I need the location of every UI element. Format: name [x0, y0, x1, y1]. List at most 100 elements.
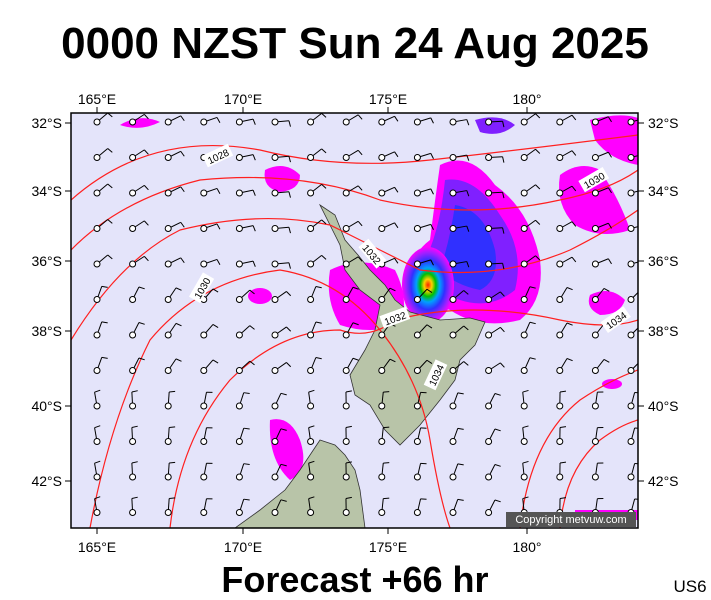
isobar-label-box	[202, 143, 234, 168]
station	[93, 189, 101, 197]
barb-flag	[169, 390, 176, 393]
barb-flag	[252, 225, 256, 232]
barb-flag	[94, 460, 101, 464]
station	[235, 438, 243, 445]
station	[342, 118, 350, 126]
station	[485, 225, 493, 232]
barb-flag	[345, 496, 352, 499]
station	[485, 473, 493, 481]
station	[591, 296, 599, 303]
station	[449, 118, 457, 126]
station	[129, 260, 137, 268]
station	[413, 225, 421, 232]
station	[378, 118, 386, 126]
lat-label: 36°S	[31, 253, 62, 269]
barb-flag	[430, 153, 434, 159]
station	[378, 189, 386, 197]
station	[129, 225, 137, 232]
barb-flag	[288, 191, 291, 198]
barb-flag	[394, 116, 399, 122]
barb-flag	[138, 286, 145, 290]
station	[271, 225, 279, 232]
station	[520, 296, 528, 303]
station	[449, 473, 457, 481]
station	[129, 402, 137, 410]
barb-flag	[603, 288, 610, 292]
station	[164, 189, 172, 197]
lat-label: 36°S	[648, 253, 679, 269]
station	[449, 509, 457, 516]
barb-flag	[243, 392, 250, 395]
barb-flag	[457, 498, 464, 501]
barb-flag	[180, 186, 185, 193]
station	[271, 189, 279, 197]
barb-flag	[430, 259, 434, 266]
barb-flag	[94, 496, 101, 500]
barb-flag	[571, 150, 577, 156]
station	[93, 402, 101, 410]
barb-flag	[288, 262, 291, 269]
station	[164, 438, 172, 445]
barb-flag	[566, 287, 573, 291]
station	[200, 260, 208, 268]
barb-flag	[212, 288, 219, 293]
barb-flag	[502, 192, 505, 199]
barb-flag	[645, 154, 648, 159]
station	[307, 367, 315, 374]
station	[342, 438, 350, 445]
barb-flag	[216, 188, 221, 194]
station	[520, 473, 528, 481]
barb-flag	[559, 390, 567, 393]
station	[307, 260, 315, 268]
station	[307, 154, 315, 161]
station	[449, 296, 457, 303]
isobar-label-box	[188, 272, 215, 304]
station	[520, 438, 528, 445]
barb-flag	[138, 357, 145, 361]
barb-flag	[249, 325, 255, 330]
station	[271, 367, 279, 374]
barb-flag	[308, 460, 315, 464]
station	[485, 402, 493, 410]
station	[235, 367, 243, 374]
isobar-label-box	[358, 238, 387, 269]
barb-flag	[143, 114, 149, 120]
barb-flag	[559, 426, 567, 428]
barb-flag	[252, 260, 256, 267]
station	[307, 509, 315, 516]
lon-label: 170°E	[224, 91, 262, 107]
barb-flag	[457, 427, 464, 430]
barb-flag	[280, 392, 287, 396]
copyright: Copyright metvuw.com	[515, 514, 626, 526]
barb-flag	[499, 362, 505, 368]
map-frame	[70, 112, 639, 529]
station	[164, 331, 172, 339]
north-island	[318, 203, 486, 446]
station	[271, 438, 279, 445]
station	[200, 473, 208, 481]
station	[307, 438, 315, 445]
station	[591, 367, 599, 374]
lon-label: 170°E	[224, 539, 262, 555]
station	[200, 225, 208, 232]
station	[235, 225, 243, 232]
barb-flag	[394, 258, 399, 264]
station	[129, 367, 137, 374]
station	[413, 296, 421, 303]
barb-flag	[315, 286, 322, 289]
station	[591, 260, 599, 268]
barb-flag	[559, 497, 567, 499]
station	[271, 154, 279, 161]
station	[413, 331, 421, 339]
lat-label: 42°S	[31, 473, 62, 489]
station	[378, 367, 386, 374]
station	[378, 331, 386, 339]
barb-flag	[94, 389, 101, 393]
station	[342, 189, 350, 197]
station	[271, 296, 279, 303]
station	[591, 402, 599, 410]
station	[449, 402, 457, 410]
barb-flag	[252, 118, 256, 125]
barb-flag	[494, 464, 501, 467]
station	[627, 402, 635, 410]
